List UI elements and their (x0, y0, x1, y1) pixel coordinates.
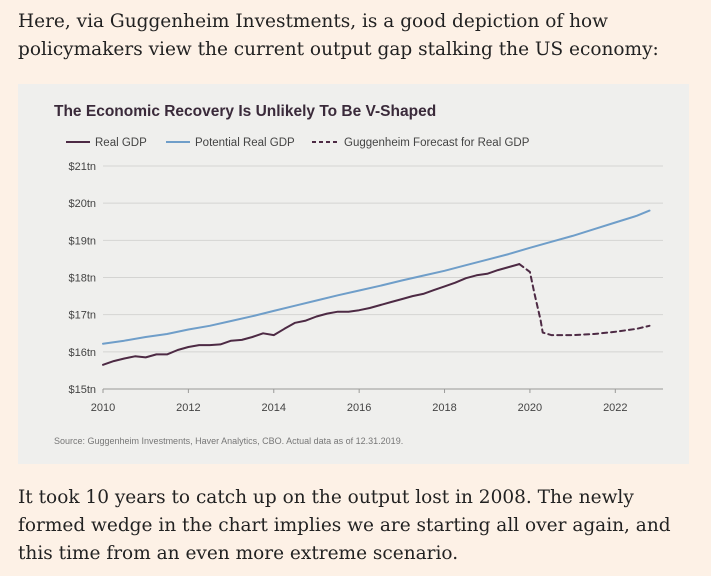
y-tick-label: $19tn (68, 235, 96, 247)
chart-svg: The Economic Recovery Is Unlikely To Be … (54, 103, 663, 446)
series-potential-gdp (102, 209, 651, 345)
x-tick-label: 2022 (603, 402, 627, 414)
chart-title: The Economic Recovery Is Unlikely To Be … (54, 103, 436, 120)
legend: Real GDP Potential Real GDP Guggenheim F… (66, 137, 530, 149)
chart-source: Source: Guggenheim Investments, Haver An… (54, 436, 403, 446)
y-tick-label: $15tn (68, 384, 96, 396)
outro-paragraph: It took 10 years to catch up on the outp… (18, 487, 671, 564)
x-tick-label: 2014 (262, 402, 286, 414)
y-tick-label: $16tn (68, 347, 96, 359)
x-tick-label: 2016 (347, 402, 371, 414)
series-forecast (518, 263, 651, 337)
x-tick-label: 2010 (91, 402, 115, 414)
y-axis-ticks: $15tn $16tn $17tn $18tn $19tn $20tn $21tn (68, 161, 96, 396)
x-tick-label: 2018 (432, 402, 456, 414)
legend-label-potential-gdp: Potential Real GDP (195, 137, 295, 149)
x-tick-label: 2012 (176, 402, 200, 414)
series-lines (102, 209, 651, 366)
intro-paragraph: Here, via Guggenheim Investments, is a g… (18, 11, 659, 60)
legend-label-forecast: Guggenheim Forecast for Real GDP (344, 137, 530, 149)
x-axis-ticks: 2010 2012 2014 2016 2018 2020 2022 (91, 388, 663, 414)
series-real-gdp (102, 263, 521, 366)
y-tick-label: $17tn (68, 310, 96, 322)
y-tick-label: $20tn (68, 198, 96, 210)
y-tick-label: $21tn (68, 161, 96, 173)
legend-label-real-gdp: Real GDP (95, 137, 147, 149)
chart-card: The Economic Recovery Is Unlikely To Be … (18, 84, 689, 464)
gridlines (103, 165, 663, 390)
x-tick-label: 2020 (518, 402, 542, 414)
y-tick-label: $18tn (68, 273, 96, 285)
